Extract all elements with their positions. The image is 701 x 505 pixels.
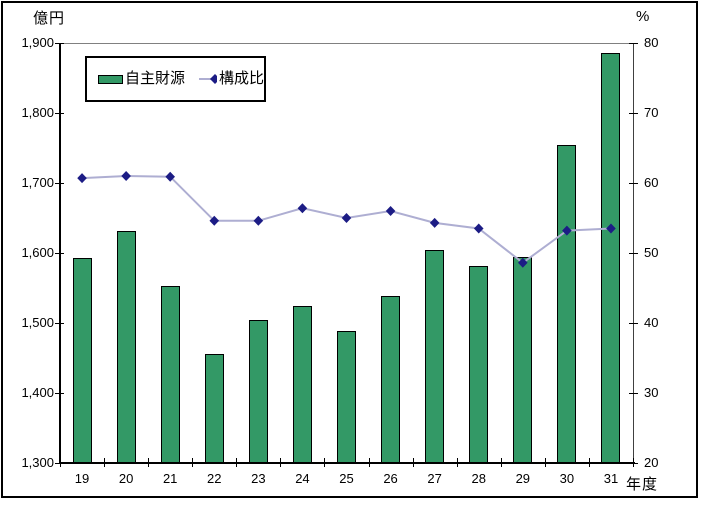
bar-29 <box>513 256 533 463</box>
left-axis-tick-label: 1,600 <box>21 245 54 260</box>
x-axis-tick-label: 24 <box>295 471 310 486</box>
bar-26 <box>381 295 401 463</box>
bar-27 <box>425 250 445 463</box>
left-axis-tick-label: 1,400 <box>21 385 54 400</box>
left-axis-tick-label: 1,300 <box>21 455 54 470</box>
diamond-marker <box>341 213 352 223</box>
x-axis-tick <box>544 458 546 467</box>
diamond-marker <box>606 223 616 234</box>
x-axis-tick <box>148 458 150 467</box>
x-axis-tick-label: 29 <box>515 471 531 486</box>
left-axis-tick <box>55 43 64 44</box>
x-axis-tick-label: 23 <box>251 471 266 486</box>
left-axis-tick <box>55 113 64 114</box>
x-axis-tick-label: 25 <box>339 471 354 486</box>
x-axis-tick <box>236 458 238 467</box>
bar-22 <box>204 353 224 463</box>
composition-ratio-line <box>77 171 616 268</box>
diamond-marker <box>253 215 264 226</box>
left-axis-tick <box>55 253 64 254</box>
legend-bar-swatch-icon <box>98 74 123 84</box>
x-axis-tick-label: 26 <box>383 471 398 486</box>
x-axis-tick-label: 22 <box>207 471 222 486</box>
x-axis-tick <box>588 458 590 467</box>
left-axis-tick <box>55 393 64 394</box>
right-axis-tick-label: 70 <box>644 105 659 120</box>
left-axis-tick-label: 1,700 <box>21 175 54 190</box>
diamond-marker <box>518 257 528 268</box>
left-axis-unit-label: 億円 <box>33 10 66 27</box>
x-axis-tick <box>368 458 370 467</box>
legend-line-marker-icon <box>199 74 217 84</box>
plot-area <box>60 43 633 463</box>
left-axis-tick <box>55 323 64 324</box>
right-axis-tick-label: 60 <box>644 175 659 190</box>
right-axis-tick-label: 40 <box>644 315 659 330</box>
x-axis-tick-label: 31 <box>603 471 619 486</box>
bar-30 <box>557 144 577 463</box>
right-axis-tick <box>629 183 638 184</box>
left-axis-tick-label: 1,500 <box>21 315 54 330</box>
x-axis-tick <box>456 458 458 467</box>
x-axis-tick-label: 21 <box>162 471 178 486</box>
x-axis-title: 年度 <box>626 476 659 493</box>
diamond-marker <box>297 203 308 214</box>
right-axis-tick <box>629 393 638 394</box>
right-axis-tick-label: 20 <box>644 455 659 470</box>
x-axis-tick <box>500 458 502 467</box>
left-axis-tick-label: 1,900 <box>21 35 54 50</box>
x-axis-tick <box>192 458 194 467</box>
right-axis-tick-label: 80 <box>644 35 659 50</box>
diamond-marker <box>121 171 131 181</box>
right-axis-unit-label: % <box>636 8 651 25</box>
x-axis-tick-label: 28 <box>471 471 486 486</box>
bar-24 <box>292 306 312 463</box>
right-axis-tick <box>629 323 638 324</box>
diamond-marker <box>562 225 572 236</box>
bar-19 <box>72 257 92 463</box>
diamond-marker <box>473 223 484 234</box>
left-axis-tick-label: 1,800 <box>21 105 54 120</box>
plot-border-top <box>60 43 634 44</box>
bar-25 <box>337 330 356 463</box>
right-axis-tick <box>629 113 638 114</box>
diamond-marker <box>385 206 396 216</box>
x-axis-tick-label: 19 <box>74 471 90 486</box>
diamond-marker <box>209 215 220 226</box>
x-axis-tick <box>60 458 61 467</box>
x-axis-tick <box>104 458 106 467</box>
x-axis-tick-label: 27 <box>427 471 442 486</box>
left-axis-tick <box>55 463 64 464</box>
left-axis-tick <box>55 183 64 184</box>
x-axis-tick <box>412 458 414 467</box>
x-axis-tick-label: 30 <box>559 471 575 486</box>
bar-28 <box>469 266 489 463</box>
x-axis-tick <box>633 458 634 467</box>
x-axis-tick <box>324 458 326 467</box>
bar-21 <box>160 285 180 463</box>
diamond-marker <box>77 173 87 184</box>
bar-31 <box>601 52 621 463</box>
x-axis-tick <box>280 458 282 467</box>
x-axis-tick-label: 20 <box>118 471 134 486</box>
legend-label-bar-series: 自主財源 <box>125 70 186 87</box>
bar-23 <box>248 319 268 463</box>
right-axis-tick-label: 50 <box>644 245 659 260</box>
diamond-marker <box>429 217 440 228</box>
legend: 自主財源 構成比 <box>85 56 266 102</box>
bar-20 <box>116 230 136 463</box>
legend-label-line-series: 構成比 <box>218 70 264 87</box>
right-axis-tick-label: 30 <box>644 385 659 400</box>
right-axis-tick <box>629 253 638 254</box>
x-axis-line <box>59 462 635 464</box>
right-axis-tick <box>629 43 638 44</box>
